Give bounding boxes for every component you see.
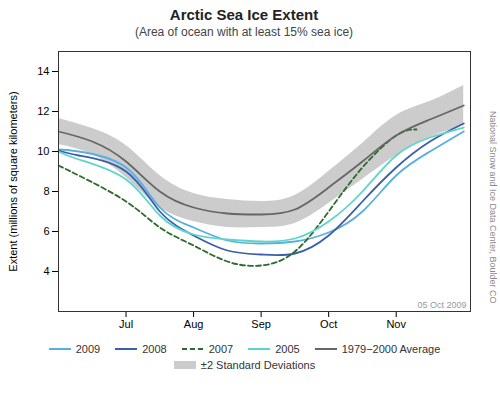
html-text:National Snow and Ice Data Cen: National Snow and Ice Data Center, Bould… — [488, 111, 498, 304]
html-text:1979−2000 Average: 1979−2000 Average — [341, 343, 441, 355]
svg-text:Oct: Oct — [320, 318, 337, 330]
svg-text:14: 14 — [37, 65, 49, 77]
html-text:2008: 2008 — [142, 343, 167, 355]
svg-text:Extent (millions of square kil: Extent (millions of square kilometers) — [7, 91, 19, 271]
svg-text:8: 8 — [43, 185, 49, 197]
html-text:±2 Standard Deviations: ±2 Standard Deviations — [200, 359, 316, 371]
html-text:Arctic Sea Ice Extent: Arctic Sea Ice Extent — [169, 6, 319, 23]
html-text:(Area of ocean with at least 1: (Area of ocean with at least 15% sea ice… — [134, 25, 354, 39]
svg-text:Nov: Nov — [386, 318, 406, 330]
html-text:2005: 2005 — [275, 343, 300, 355]
html-text:2007: 2007 — [208, 343, 234, 355]
svg-text:Aug: Aug — [184, 318, 204, 330]
svg-text:05 Oct 2009: 05 Oct 2009 — [417, 300, 466, 310]
svg-text:Sep: Sep — [251, 318, 271, 330]
svg-text:Jul: Jul — [119, 318, 133, 330]
svg-text:6: 6 — [43, 225, 49, 237]
svg-text:10: 10 — [37, 145, 49, 157]
html-text:2009: 2009 — [75, 343, 101, 355]
svg-text:4: 4 — [43, 265, 49, 277]
svg-text:12: 12 — [37, 105, 49, 117]
